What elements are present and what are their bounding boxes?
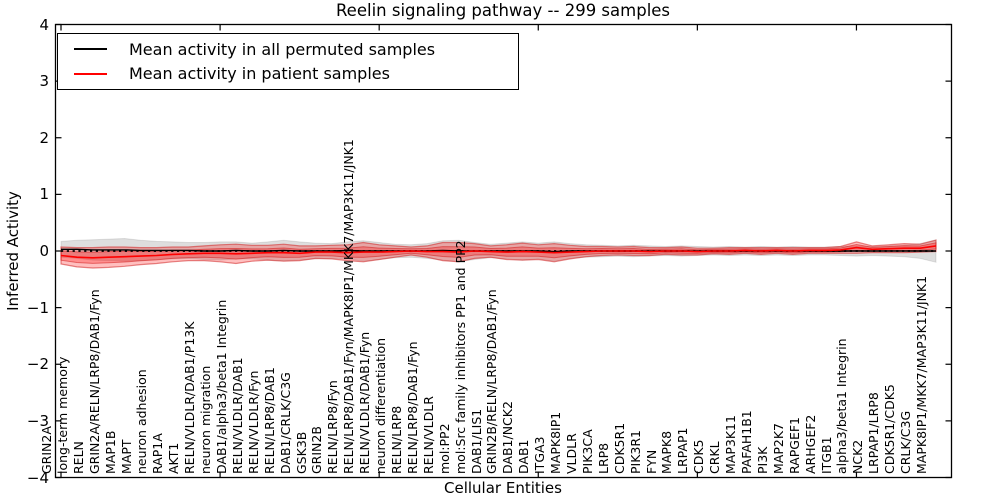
patient-mean-line (60, 245, 937, 259)
x-category-label: MAP3K11 (723, 415, 739, 474)
x-category-label: GRIN2A (39, 426, 54, 474)
x-category-label: neuron migration (198, 365, 214, 474)
x-category-label: PAFAH1B1 (738, 410, 754, 474)
x-category-label: PIK3CA (579, 429, 595, 474)
x-category-label: CDK5R1 (611, 422, 627, 474)
x-category-label: ARHGEF2 (802, 414, 818, 474)
legend-label-patient: Mean activity in patient samples (129, 64, 390, 84)
x-category-label: GRIN2A/RELN/LRP8/DAB1/Fyn (86, 289, 102, 474)
x-category-label: RELN/LRP8/DAB1 (261, 367, 277, 474)
y-tick-label: −2 (26, 355, 49, 374)
x-category-label: long-term memory (54, 356, 70, 474)
x-category-label: GSK3B (293, 431, 309, 474)
x-category-label: DAB1 (516, 439, 532, 475)
y-tick-label: 4 (39, 15, 49, 34)
x-category-label: DAB1/LIS1 (468, 408, 484, 474)
x-category-label: neuron adhesion (134, 369, 150, 474)
x-axis-label: Cellular Entities (444, 479, 562, 497)
x-category-label: GRIN2B (309, 426, 325, 474)
x-category-label: RELN/LRP8/Fyn (325, 380, 341, 474)
x-category-label: mol:PP2 (436, 423, 452, 474)
x-category-label: alpha3/beta1 Integrin (834, 338, 850, 474)
x-category-label: MAPK8 (659, 430, 675, 474)
x-category-label: CDK5 (691, 439, 707, 474)
legend-item-permuted: Mean activity in all permuted samples (74, 40, 518, 59)
x-category-label: MAP2K7 (770, 423, 786, 474)
legend: Mean activity in all permuted samples Me… (57, 33, 519, 90)
x-category-label: mol:Src family inhibitors PP1 and PP2 (452, 240, 468, 474)
x-category-label: CDK5R1/CDK5 (882, 384, 898, 474)
y-tick-label: 0 (39, 242, 49, 260)
x-category-label: ITGB1 (818, 436, 834, 474)
x-category-label: RELN/VLDLR (420, 396, 436, 474)
x-category-label: CRKL (707, 441, 723, 474)
x-category-label: NCK2 (850, 439, 866, 474)
x-category-label: GRIN2B/RELN/LRP8/DAB1/Fyn (484, 289, 500, 474)
x-category-label: PI3K (754, 446, 770, 474)
x-category-label: RELN/LRP8/DAB1/Fyn (404, 341, 420, 474)
x-category-label: RELN/VLDLR/DAB1/P13K (182, 321, 198, 474)
x-category-label: RELN/VLDLR/DAB1/Fyn (357, 331, 373, 474)
y-tick-label: 1 (39, 185, 49, 204)
legend-item-patient: Mean activity in patient samples (74, 64, 518, 83)
chart-title: Reelin signaling pathway -- 299 samples (335, 1, 671, 20)
x-category-label: MAP1B (102, 430, 118, 474)
x-category-label: DAB1/alpha3/beta1 Integrin (213, 299, 229, 474)
patient-line-swatch (74, 72, 107, 75)
x-category-label: neuron differentiation (373, 337, 389, 474)
x-category-label: RAP1A (150, 433, 166, 474)
y-tick-label: −3 (26, 411, 49, 430)
x-category-label: CRLK/C3G (898, 410, 914, 474)
x-category-label: RELN/VLDLR/Fyn (245, 370, 261, 474)
x-category-label: LRP8 (595, 442, 611, 474)
x-category-label: MAPT (118, 439, 134, 474)
x-category-label: RELN/VLDLR/DAB1 (229, 357, 245, 474)
x-category-label: RAPGEF1 (786, 417, 802, 474)
x-category-label: PIK3R1 (627, 429, 643, 474)
x-category-label: RELN (70, 441, 86, 474)
x-category-label: RELN/LRP8/DAB1/Fyn/MAPK8IP1/MKK7/MAP3K11… (341, 139, 357, 474)
x-category-label: LRPAP1/LRP8 (866, 392, 882, 474)
y-tick-label: −4 (26, 468, 49, 487)
y-tick-label: 2 (39, 128, 49, 147)
x-category-label: MAPK8IP1/MKK7/MAP3K11/JNK1 (913, 275, 929, 474)
x-category-label: DAB1/NCK2 (500, 401, 516, 474)
y-tick-label: −1 (26, 298, 49, 317)
x-category-label: RELN/LRP8 (388, 405, 404, 474)
legend-label-permuted: Mean activity in all permuted samples (129, 39, 436, 59)
x-category-label: AKT1 (166, 442, 182, 474)
patient-std-band-inner (60, 242, 937, 264)
x-category-label: LRPAP1 (675, 427, 691, 474)
x-category-label: VLDLR (563, 433, 579, 474)
x-category-label: DAB1/CRLK/C3G (277, 372, 293, 474)
y-tick-label: 3 (39, 72, 49, 91)
x-category-label: ITGA3 (532, 436, 548, 474)
permuted-line-swatch (74, 48, 107, 51)
x-category-label: FYN (643, 449, 659, 474)
x-category-label: MAPK8IP1 (548, 411, 564, 474)
